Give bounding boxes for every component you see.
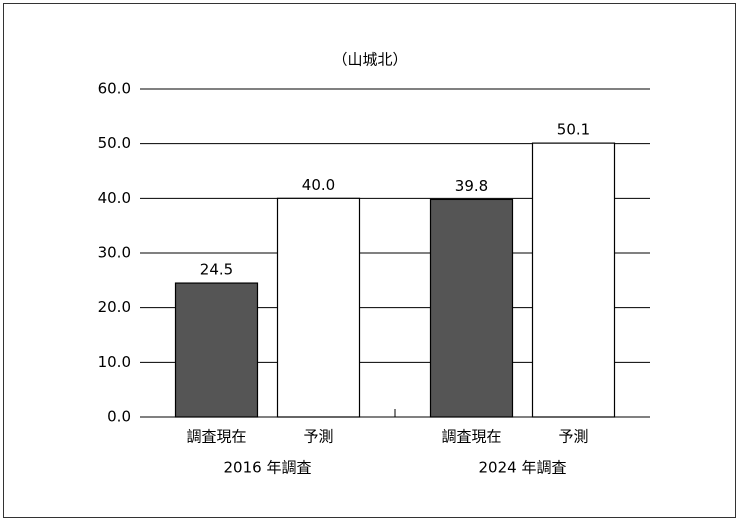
group-label: 2016 年調査 bbox=[224, 459, 312, 477]
y-tick-label: 50.0 bbox=[98, 134, 131, 152]
bar bbox=[174, 282, 259, 418]
x-tick-label: 予測 bbox=[558, 428, 588, 446]
bar bbox=[429, 198, 514, 418]
x-tick-label: 調査現在 bbox=[441, 428, 501, 446]
bar bbox=[276, 197, 361, 418]
chart-title: （山城北） bbox=[332, 51, 407, 69]
y-tick-label: 30.0 bbox=[98, 244, 131, 262]
y-tick-label: 10.0 bbox=[98, 353, 131, 371]
value-label: 50.1 bbox=[557, 121, 590, 139]
bar bbox=[531, 142, 616, 418]
group-label: 2024 年調査 bbox=[479, 459, 567, 477]
value-label: 24.5 bbox=[200, 261, 233, 279]
y-tick-label: 40.0 bbox=[98, 189, 131, 207]
y-tick-label: 0.0 bbox=[107, 408, 131, 426]
value-label: 39.8 bbox=[455, 177, 488, 195]
x-tick-label: 調査現在 bbox=[186, 428, 246, 446]
y-tick-label: 20.0 bbox=[98, 298, 131, 316]
y-tick-label: 60.0 bbox=[98, 80, 131, 98]
value-label: 40.0 bbox=[302, 176, 335, 194]
x-tick-label: 予測 bbox=[303, 428, 333, 446]
